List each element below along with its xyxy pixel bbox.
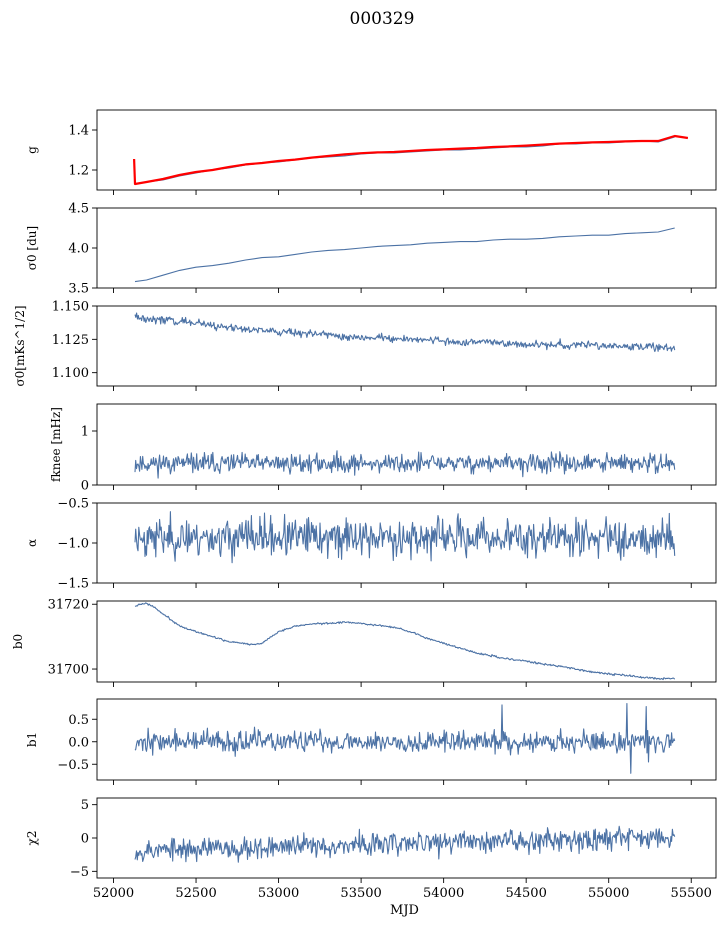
panel-4: 0 1 fknee [mHz] [49, 403, 717, 494]
panel-7: −0.5 0.0 0.5 b1 [25, 698, 717, 785]
plot-frame [96, 403, 717, 486]
y-axis-label: g [25, 146, 39, 154]
y-axis-label: b0 [11, 634, 25, 649]
y-tick-label: 0.0 [68, 735, 89, 750]
y-tick-label: 1.125 [52, 333, 89, 348]
y-tick-label: 5 [81, 798, 89, 813]
y-tick-label: 0 [81, 479, 89, 494]
x-tick-label: 52500 [175, 886, 216, 901]
x-axis-label: MJD [390, 903, 419, 918]
panel-8: 52000 52500 53000 53500 54000 54500 55000 55500… [25, 797, 717, 918]
series-line [134, 136, 675, 185]
plot-frame [96, 797, 717, 879]
y-tick-label: 31720 [48, 598, 89, 613]
x-tick-label: 55500 [671, 886, 712, 901]
y-tick-label: 0.5 [68, 713, 89, 728]
y-tick-label: −0.5 [57, 758, 89, 773]
y-axis-label: α [25, 539, 39, 547]
y-tick-label: −0.5 [57, 497, 89, 512]
x-tick-label: 54000 [423, 886, 464, 901]
series-line [134, 227, 675, 283]
y-tick-label: −1.5 [57, 577, 89, 592]
y-tick-label: 4.5 [68, 202, 89, 217]
y-tick-label: 1.2 [68, 164, 89, 179]
x-tick-label: 54500 [505, 886, 546, 901]
plot-frame [96, 305, 717, 387]
x-tick-label: 52000 [93, 886, 134, 901]
figure-title: 000329 [350, 9, 415, 29]
y-axis-label: χ2 [25, 831, 39, 846]
y-tick-label: 31700 [48, 663, 89, 678]
y-tick-label: 4.0 [68, 242, 89, 257]
panel-3: 1.100 1.125 1.150 σ0[mKs^1/2] [13, 300, 717, 391]
plot-frame [96, 109, 717, 191]
y-axis-label: σ0 [du] [25, 226, 39, 270]
y-tick-label: 1.4 [68, 124, 89, 139]
y-axis-label: σ0[mKs^1/2] [13, 305, 27, 386]
y-tick-label: 1.150 [52, 300, 89, 315]
series-line [134, 702, 676, 774]
y-tick-label: 1 [81, 425, 89, 440]
y-axis-label: fknee [mHz] [49, 407, 63, 482]
series-line [134, 450, 676, 479]
x-tick-label: 53500 [340, 886, 381, 901]
series-line [134, 312, 676, 353]
panel-6: 31700 31720 b0 [11, 598, 717, 687]
series-line [134, 825, 676, 863]
panel-5: −1.5 −1.0 −0.5 α [25, 497, 717, 592]
y-axis-label: b1 [25, 732, 39, 747]
panel-2: 3.5 4.0 4.5 σ0 [du] [25, 202, 717, 297]
panel-1: 1.2 1.4 g [25, 109, 717, 195]
series-line [134, 511, 676, 564]
x-tick-label: 53000 [258, 886, 299, 901]
plot-frame [96, 698, 717, 781]
y-tick-label: −5 [70, 865, 89, 880]
series-line [133, 134, 689, 186]
series-line [134, 602, 676, 681]
plot-frame [96, 207, 717, 289]
y-tick-label: 3.5 [68, 282, 89, 297]
x-tick-label: 55000 [588, 886, 629, 901]
y-tick-label: 1.100 [52, 366, 89, 381]
plot-frame [96, 600, 717, 683]
y-tick-label: −1.0 [57, 537, 89, 552]
y-tick-label: 0 [81, 832, 89, 847]
